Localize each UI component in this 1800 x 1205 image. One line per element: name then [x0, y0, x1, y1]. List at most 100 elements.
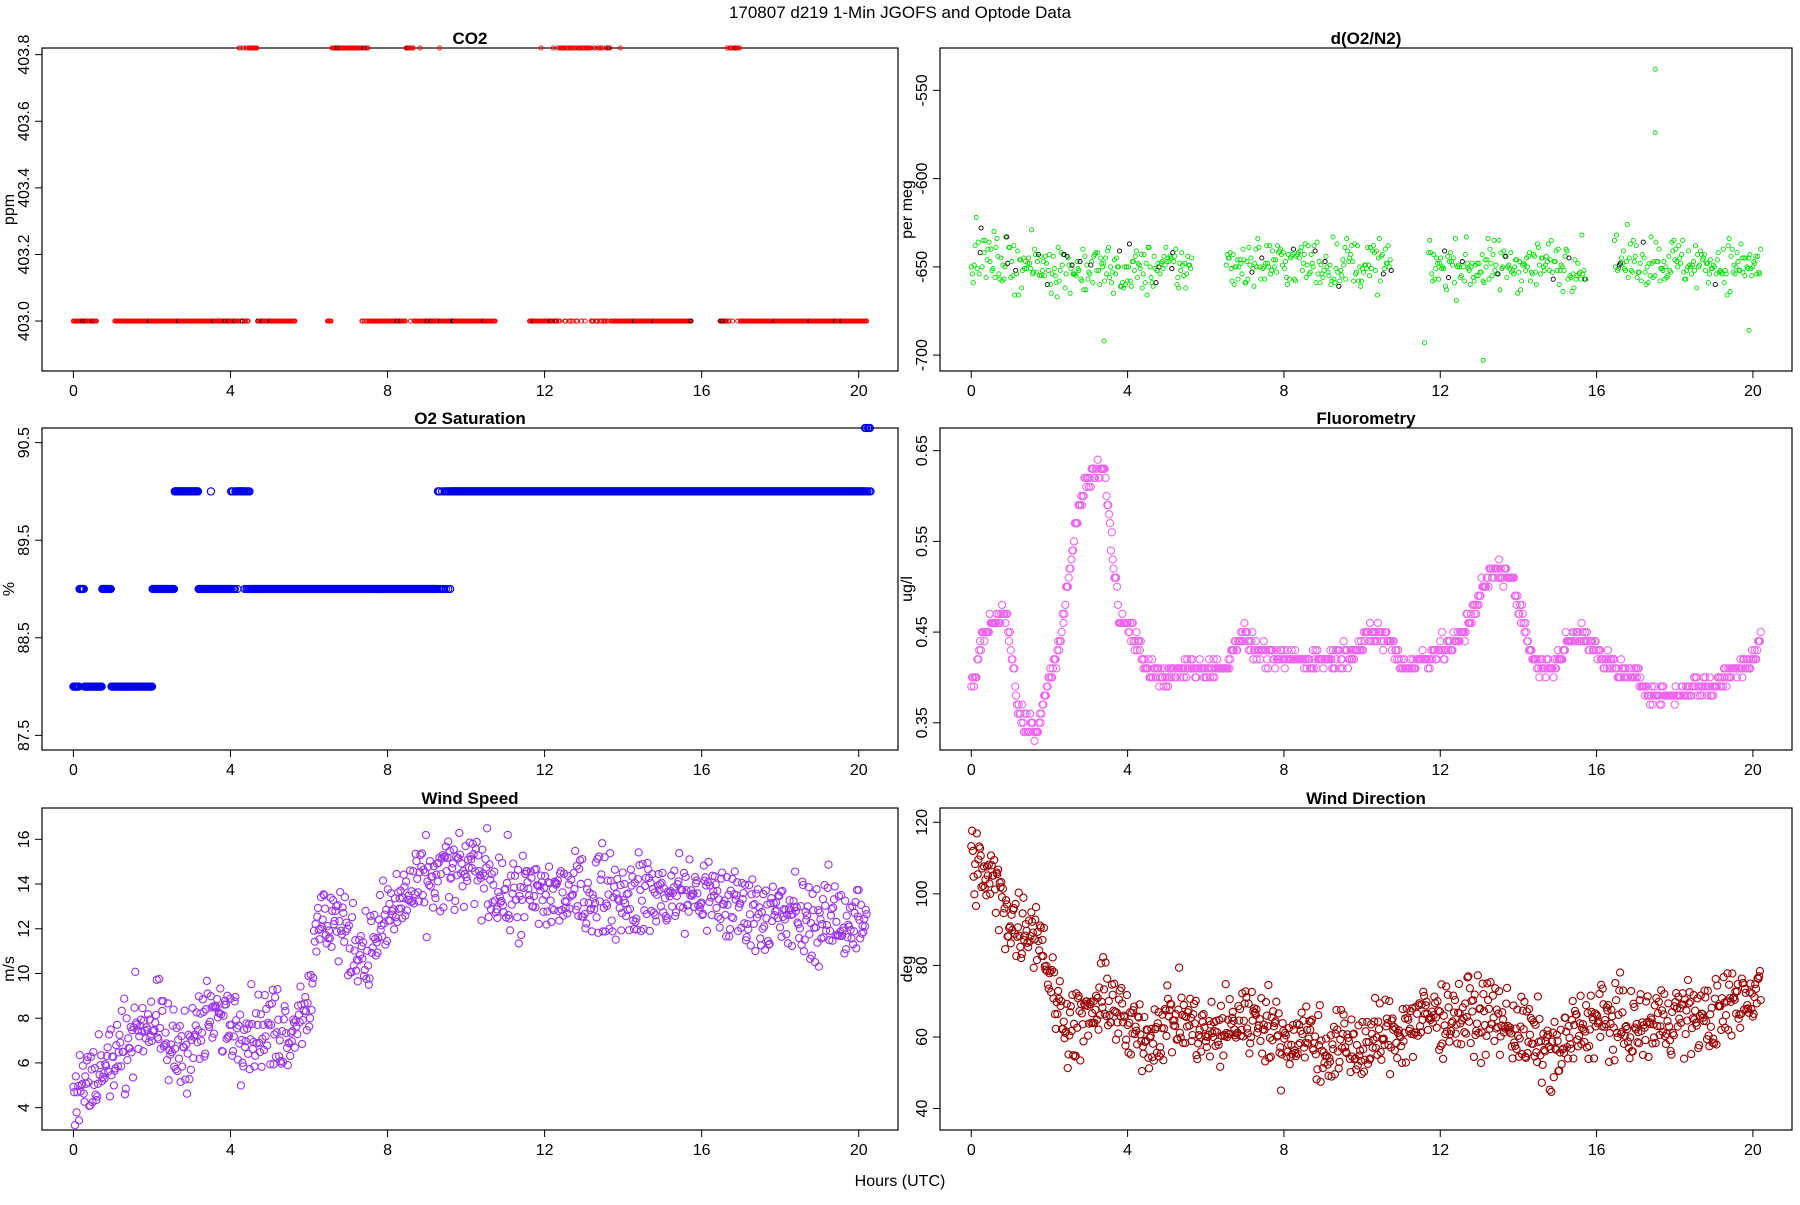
- data-point: [1020, 894, 1027, 901]
- y-tick-label: 88.5: [16, 622, 33, 653]
- y-tick-label: 120: [914, 809, 931, 836]
- y-tick-label: 403.4: [16, 168, 33, 208]
- data-point: [1687, 249, 1691, 253]
- data-point: [1304, 275, 1308, 279]
- data-point: [1624, 260, 1628, 264]
- data-point: [1614, 233, 1618, 237]
- y-tick-label: -650: [914, 251, 931, 283]
- y-tick-label: 60: [914, 1028, 931, 1046]
- data-point: [1275, 270, 1279, 274]
- data-point: [1010, 260, 1014, 264]
- data-point: [1635, 275, 1639, 279]
- x-tick-label: 20: [850, 1142, 868, 1159]
- data-point: [1056, 978, 1063, 985]
- data-point: [1359, 284, 1363, 288]
- data-point-outlier: [1481, 358, 1485, 362]
- data-point: [1042, 274, 1046, 278]
- data-point: [1331, 235, 1335, 239]
- data-point: [757, 942, 764, 949]
- data-point: [272, 994, 279, 1001]
- y-tick-label: 14: [16, 875, 33, 893]
- data-point: [1626, 275, 1630, 279]
- data-point: [1152, 254, 1156, 258]
- data-point: [1658, 279, 1662, 283]
- chart-title-wspd: Wind Speed: [421, 789, 518, 808]
- data-point: [432, 895, 439, 902]
- data-point: [306, 1015, 313, 1022]
- data-point: [716, 924, 723, 931]
- data-point: [809, 890, 816, 897]
- data-point: [1273, 265, 1277, 269]
- data-point: [1315, 240, 1319, 244]
- plot-frame-do2n2: [940, 48, 1792, 371]
- data-point: [485, 914, 492, 921]
- data-point: [1340, 274, 1344, 278]
- x-tick-label: 20: [850, 762, 868, 779]
- data-point: [274, 986, 281, 993]
- data-point: [1386, 244, 1390, 248]
- data-point: [1282, 267, 1286, 271]
- data-point: [1109, 556, 1116, 563]
- data-point: [638, 897, 645, 904]
- data-point: [627, 866, 634, 873]
- data-point: [1638, 261, 1642, 265]
- data-point: [1445, 254, 1449, 258]
- data-point: [1730, 247, 1734, 251]
- data-point: [1283, 260, 1287, 264]
- data-point: [1494, 263, 1498, 267]
- x-tick-label: 4: [226, 1142, 235, 1159]
- data-point: [1344, 277, 1348, 281]
- x-tick-label: 12: [1431, 383, 1449, 400]
- data-point: [1743, 274, 1747, 278]
- data-point: [1260, 256, 1264, 260]
- data-point: [1352, 279, 1356, 283]
- data-point: [1062, 601, 1069, 608]
- data-point: [349, 914, 356, 921]
- data-point: [817, 916, 824, 923]
- data-point: [1104, 256, 1108, 260]
- data-point: [1612, 238, 1616, 242]
- data-point: [1271, 249, 1275, 253]
- data-point: [1246, 277, 1250, 281]
- data-point: [401, 883, 408, 890]
- data-point-outlier: [1653, 131, 1657, 135]
- data-point: [1735, 251, 1739, 255]
- data-point: [1517, 270, 1521, 274]
- data-point: [1012, 244, 1016, 248]
- data-point: [626, 927, 633, 934]
- data-point: [423, 934, 430, 941]
- data-point: [515, 940, 522, 947]
- data-point: [422, 869, 429, 876]
- data-point: [1664, 265, 1668, 269]
- data-point: [1007, 940, 1014, 947]
- data-point: [400, 871, 407, 878]
- data-point: [1324, 254, 1328, 258]
- data-point: [1381, 272, 1385, 276]
- data-point: [1031, 737, 1038, 744]
- data-point: [1759, 247, 1763, 251]
- data-point: [1048, 282, 1052, 286]
- data-point: [1108, 529, 1115, 536]
- data-point: [379, 933, 386, 940]
- data-point: [1491, 252, 1495, 256]
- data-point: [104, 1044, 111, 1051]
- data-point: [110, 1082, 117, 1089]
- data-point: [1495, 556, 1502, 563]
- data-point: [977, 272, 981, 276]
- data-point: [1060, 1018, 1067, 1025]
- y-tick-label: 80: [914, 956, 931, 974]
- data-point: [1561, 290, 1565, 294]
- data-point: [1437, 638, 1444, 645]
- data-point: [842, 946, 849, 953]
- data-point: [731, 868, 738, 875]
- data-point: [1058, 268, 1062, 272]
- x-tick-label: 8: [383, 762, 392, 779]
- data-point: [1625, 222, 1629, 226]
- data-point: [1572, 286, 1576, 290]
- data-point: [992, 230, 996, 234]
- chart-title-co2: CO2: [453, 29, 488, 48]
- data-point: [1576, 261, 1580, 265]
- data-point: [1170, 267, 1174, 271]
- x-tick-label: 16: [693, 762, 711, 779]
